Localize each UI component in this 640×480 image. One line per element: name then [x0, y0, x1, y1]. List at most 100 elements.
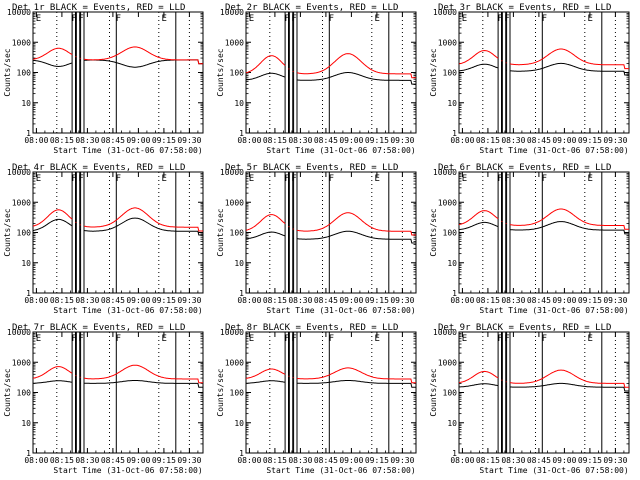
event-marker-label: F: [71, 14, 76, 24]
y-tick-label: 10000: [7, 328, 31, 337]
x-tick-label: 08:00: [450, 296, 474, 305]
event-marker-label: F: [497, 14, 502, 24]
events-series-line: [246, 380, 416, 388]
event-marker-label: E: [462, 174, 467, 184]
y-tick-label: 10000: [7, 168, 31, 177]
y-axis-label: Counts/sec: [429, 368, 438, 416]
y-tick-label: 10: [21, 99, 31, 108]
plot-frame: [458, 331, 630, 454]
x-tick-label: 08:30: [501, 456, 525, 465]
y-tick-label: 1000: [12, 198, 31, 207]
y-tick-label: 100: [443, 389, 458, 398]
y-tick-label: 10: [234, 259, 244, 268]
chart-panel-7: Det 7r BLACK = Events, RED = LLD 1 10 100 10…: [3, 323, 204, 475]
y-tick-label: 1: [452, 449, 457, 458]
y-tick-label: 10000: [7, 8, 31, 17]
y-tick-label: 10: [21, 419, 31, 428]
chart-title: Det 3r BLACK = Events, RED = LLD: [438, 3, 611, 13]
x-tick-label: 09:00: [126, 296, 150, 305]
x-tick-label: 08:45: [314, 296, 338, 305]
event-marker-label: F: [116, 334, 121, 344]
y-tick-label: 10000: [220, 8, 244, 17]
x-tick-label: 09:30: [177, 296, 201, 305]
y-tick-label: 1: [26, 289, 31, 298]
event-marker-label: F: [78, 174, 83, 184]
y-tick-label: 100: [230, 229, 245, 238]
event-marker-label: F: [284, 174, 289, 184]
y-tick-label: 1: [239, 449, 244, 458]
y-tick-label: 10: [234, 419, 244, 428]
x-axis-label: Start Time (31-Oct-06 07:58:00): [266, 466, 415, 475]
event-marker-label: F: [116, 174, 121, 184]
x-tick-label: 09:30: [603, 136, 627, 145]
event-marker-label: F: [542, 174, 547, 184]
x-tick-label: 08:15: [476, 136, 500, 145]
x-tick-label: 08:15: [50, 136, 74, 145]
x-tick-label: 08:45: [314, 456, 338, 465]
x-tick-label: 09:00: [126, 136, 150, 145]
x-tick-label: 08:30: [75, 296, 99, 305]
event-marker-label: E: [249, 174, 254, 184]
lld-series-line: [458, 369, 629, 388]
chart-title: Det 4r BLACK = Events, RED = LLD: [12, 163, 185, 173]
y-tick-label: 1: [239, 289, 244, 298]
y-axis-label: Counts/sec: [216, 48, 225, 96]
x-tick-label: 08:30: [75, 136, 99, 145]
y-tick-label: 1000: [438, 38, 457, 47]
x-tick-label: 09:00: [126, 456, 150, 465]
plot-frame: [245, 331, 417, 454]
chart-panel-1: Det 1r BLACK = Events, RED = LLD 1 10 100 10…: [3, 3, 204, 155]
plot-frame: [458, 171, 630, 294]
plot-frame: [245, 11, 417, 134]
chart-panel-4: Det 4r BLACK = Events, RED = LLD 1 10 100 10…: [3, 163, 204, 315]
events-series-line: [33, 59, 203, 68]
event-marker-label: E: [162, 14, 167, 24]
y-tick-label: 1: [26, 129, 31, 138]
y-axis-label: Counts/sec: [3, 208, 12, 256]
x-tick-label: 09:00: [339, 456, 363, 465]
x-tick-label: 08:00: [450, 456, 474, 465]
x-tick-label: 08:30: [501, 296, 525, 305]
x-tick-label: 08:45: [101, 456, 125, 465]
chart-panel-6: Det 6r BLACK = Events, RED = LLD 1 10 100 10…: [429, 163, 630, 315]
x-tick-label: 08:15: [50, 456, 74, 465]
y-tick-label: 10: [447, 259, 457, 268]
x-tick-label: 09:30: [603, 456, 627, 465]
x-tick-label: 08:15: [476, 296, 500, 305]
y-axis-label: Counts/sec: [216, 208, 225, 256]
x-tick-label: 08:30: [501, 136, 525, 145]
event-marker-label: F: [78, 14, 83, 24]
event-marker-label: E: [36, 334, 41, 344]
x-tick-label: 08:00: [24, 456, 48, 465]
events-series-line: [458, 62, 629, 76]
event-marker-label: F: [329, 174, 334, 184]
x-tick-label: 09:15: [365, 456, 389, 465]
y-tick-label: 1000: [12, 358, 31, 367]
x-tick-label: 09:15: [152, 456, 176, 465]
y-axis-label: Counts/sec: [429, 208, 438, 256]
y-axis-label: Counts/sec: [429, 48, 438, 96]
y-tick-label: 100: [230, 389, 245, 398]
x-tick-label: 08:00: [237, 456, 261, 465]
lld-series-line: [245, 53, 416, 79]
event-marker-label: F: [71, 174, 76, 184]
x-tick-label: 09:15: [578, 456, 602, 465]
x-tick-label: 09:30: [177, 456, 201, 465]
chart-title: Det 6r BLACK = Events, RED = LLD: [438, 163, 611, 173]
chart-title: Det 2r BLACK = Events, RED = LLD: [225, 3, 398, 13]
x-tick-label: 09:15: [152, 136, 176, 145]
y-tick-label: 10: [447, 419, 457, 428]
event-marker-label: E: [375, 334, 380, 344]
event-marker-label: E: [249, 14, 254, 24]
x-tick-label: 08:45: [101, 296, 125, 305]
x-tick-label: 08:00: [237, 136, 261, 145]
event-marker-label: E: [375, 174, 380, 184]
events-series-line: [245, 72, 416, 85]
y-tick-label: 10000: [220, 328, 244, 337]
y-tick-label: 1000: [438, 198, 457, 207]
x-tick-label: 08:15: [50, 296, 74, 305]
x-axis-label: Start Time (31-Oct-06 07:58:00): [479, 306, 628, 315]
x-axis-label: Start Time (31-Oct-06 07:58:00): [53, 466, 202, 475]
x-tick-label: 09:30: [390, 136, 414, 145]
